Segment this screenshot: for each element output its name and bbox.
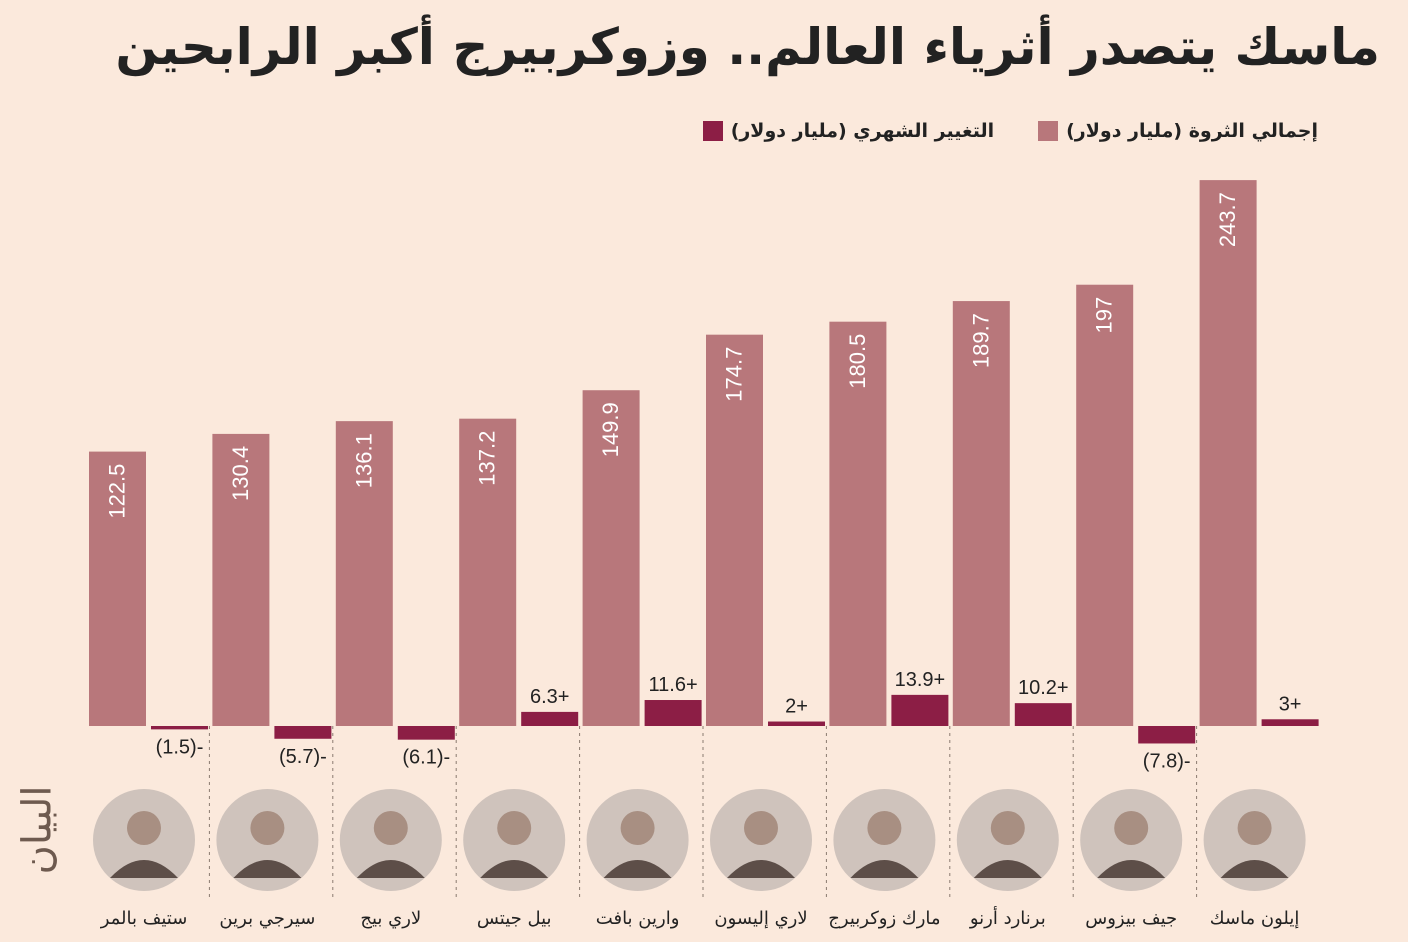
avatar-body-icon: [1097, 860, 1166, 878]
person-name: جيف بيزوس: [1085, 908, 1177, 929]
avatar-body-icon: [480, 860, 549, 878]
monthly-change-label: 11.6+: [649, 674, 698, 696]
person-name: برنارد أرنو: [969, 906, 1046, 929]
monthly-change-bar: [274, 726, 332, 739]
legend-item-monthly-change: التغيير الشهري (مليار دولار): [702, 120, 995, 142]
avatar-body-icon: [356, 860, 425, 878]
total-wealth-bar: [89, 451, 146, 726]
monthly-change-label: (1.5)-: [156, 736, 204, 758]
avatar-head-icon: [1114, 811, 1149, 845]
total-wealth-label: 136.1: [351, 433, 376, 488]
monthly-change-label: 13.9+: [895, 669, 946, 691]
monthly-change-bar: [1138, 726, 1196, 744]
total-wealth-label: 174.7: [722, 347, 747, 402]
legend-item-total-wealth: إجمالي الثروة (مليار دولار): [1038, 120, 1318, 142]
monthly-change-bar: [768, 721, 825, 726]
person-name: ستيف بالمر: [100, 908, 188, 929]
total-wealth-bar: [212, 433, 270, 726]
avatar-head-icon: [744, 811, 778, 845]
monthly-change-bar: [1014, 703, 1072, 726]
avatar-head-icon: [867, 811, 902, 845]
total-wealth-bar: [952, 301, 1010, 726]
monthly-change-label: (6.1)-: [402, 747, 450, 769]
monthly-change-label: 10.2+: [1018, 677, 1069, 699]
avatar-head-icon: [620, 811, 655, 845]
avatar-body-icon: [233, 860, 302, 878]
avatar-head-icon: [990, 811, 1025, 845]
person-name: بيل جيتس: [477, 908, 552, 929]
avatar-head-icon: [250, 811, 285, 845]
avatar-head-icon: [373, 811, 408, 845]
total-wealth-label: 122.5: [105, 464, 130, 519]
monthly-change-bar: [151, 726, 208, 730]
total-wealth-bar: [1076, 284, 1134, 726]
monthly-change-bar: [397, 726, 455, 740]
monthly-change-label: 3+: [1279, 693, 1302, 715]
total-wealth-bar: [582, 390, 640, 726]
total-wealth-bar: [829, 321, 887, 726]
avatar-head-icon: [497, 811, 532, 845]
person-name: سيرجي برين: [219, 908, 315, 929]
avatar-body-icon: [727, 860, 795, 878]
total-wealth-bar: [459, 418, 517, 726]
total-wealth-bar: [1199, 180, 1257, 726]
person-name: إيلون ماسك: [1210, 908, 1300, 929]
total-wealth-label: 149.9: [598, 402, 623, 457]
legend-swatch-total: [1038, 121, 1059, 141]
person-name: وارين بافت: [596, 908, 680, 929]
monthly-change-label: 2+: [785, 696, 808, 718]
avatar-body-icon: [850, 860, 919, 878]
total-wealth-label: 197: [1092, 297, 1117, 334]
total-wealth-label: 243.7: [1215, 192, 1240, 247]
avatar-body-icon: [973, 860, 1042, 878]
monthly-change-bar: [644, 700, 702, 726]
monthly-change-label: (5.7)-: [279, 746, 327, 768]
chart-title: ماسك يتصدر أثرياء العالم.. وزوكربيرج أكب…: [115, 18, 1380, 76]
person-name: لاري بيج: [360, 908, 421, 929]
total-wealth-label: 130.4: [228, 446, 253, 501]
legend-label-total: إجمالي الثروة (مليار دولار): [1066, 120, 1318, 142]
avatar-body-icon: [603, 860, 672, 878]
total-wealth-label: 180.5: [845, 334, 870, 389]
monthly-change-label: 6.3+: [530, 686, 569, 708]
monthly-change-label: (7.8)-: [1143, 750, 1191, 772]
brand-logo: البيان: [14, 785, 61, 875]
monthly-change-bar: [891, 694, 949, 726]
total-wealth-label: 189.7: [968, 313, 993, 368]
avatar-head-icon: [127, 811, 161, 845]
avatar-head-icon: [1237, 811, 1272, 845]
total-wealth-bar: [706, 334, 763, 726]
legend-swatch-change: [702, 121, 723, 141]
monthly-change-bar: [521, 711, 579, 726]
person-name: مارك زوكربيرج: [828, 908, 940, 929]
person-name: لاري إليسون: [714, 908, 807, 929]
monthly-change-bar: [1261, 719, 1319, 726]
legend-label-change: التغيير الشهري (مليار دولار): [730, 120, 995, 142]
total-wealth-label: 137.2: [475, 431, 500, 486]
legend: التغيير الشهري (مليار دولار) إجمالي الثر…: [702, 115, 1318, 147]
avatar-body-icon: [1220, 860, 1289, 878]
avatar-body-icon: [110, 860, 178, 878]
total-wealth-bar: [335, 421, 393, 726]
